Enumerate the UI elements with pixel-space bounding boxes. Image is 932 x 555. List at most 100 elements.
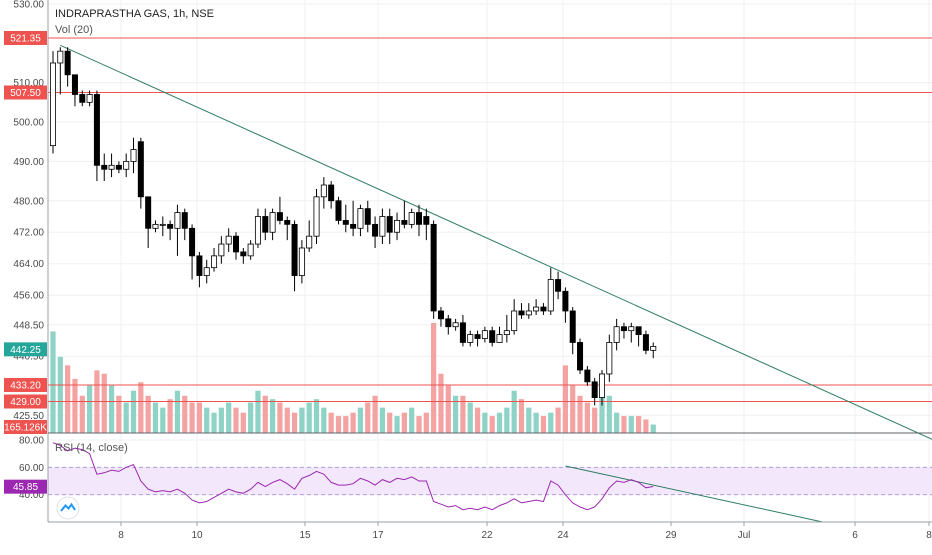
time-tick-label: 15 xyxy=(299,530,311,541)
candle-body xyxy=(650,345,657,351)
volume-bar xyxy=(636,416,642,433)
volume-bar xyxy=(130,390,137,433)
candle-body xyxy=(145,196,152,229)
volume-bar xyxy=(628,416,634,433)
candle-body xyxy=(284,220,291,225)
volume-bar xyxy=(116,395,122,433)
volume-legend: Vol (20) xyxy=(55,24,93,36)
badge-label: 442.25 xyxy=(10,345,41,356)
candle-body xyxy=(591,381,598,398)
candles xyxy=(50,47,657,406)
badge-label: 165.126K xyxy=(4,423,47,434)
chart-title: INDRAPRASTHA GAS, 1h, NSE xyxy=(55,8,214,20)
candle-body xyxy=(79,94,86,103)
badge-background xyxy=(4,30,47,45)
candle-body xyxy=(262,216,269,233)
candle-body xyxy=(71,74,78,95)
candle-body xyxy=(569,310,576,343)
rsi-tick-label: 40.00 xyxy=(19,490,44,501)
volume-bar xyxy=(372,395,378,433)
volume-bar xyxy=(145,395,151,433)
volume-bar xyxy=(335,416,342,433)
volume-bar xyxy=(460,395,466,433)
price-tick-label: 530.00 xyxy=(13,0,44,10)
volume-bar xyxy=(467,402,473,433)
candle-body xyxy=(430,223,437,312)
candle-body xyxy=(101,164,108,170)
volume-bar xyxy=(79,395,85,433)
volume-bar xyxy=(189,402,195,433)
volume-bar xyxy=(365,402,371,433)
level-badge-429.00: 429.00 xyxy=(4,394,47,409)
volume-bar xyxy=(548,412,554,433)
candle-body xyxy=(108,164,115,170)
volume-bar xyxy=(343,416,349,433)
badge-label: 507.50 xyxy=(10,88,41,99)
candle-body xyxy=(57,50,64,64)
volume-bar xyxy=(65,365,71,433)
rsi-band xyxy=(48,466,932,496)
candle-body xyxy=(606,342,613,375)
volume-bar xyxy=(152,402,159,433)
horizontal-levels xyxy=(48,37,932,403)
volume-bar xyxy=(291,412,298,433)
time-tick-label: 6 xyxy=(852,530,858,541)
candle-body xyxy=(408,212,415,225)
volume-bar xyxy=(218,407,224,433)
candle-body xyxy=(335,200,342,221)
volume-bar xyxy=(599,382,605,433)
candle-body xyxy=(635,326,642,335)
candle-body xyxy=(203,267,210,276)
volume-bar xyxy=(445,385,451,433)
badge-background xyxy=(4,377,47,392)
candle-body xyxy=(364,208,371,225)
last-price-badge: 442.25 xyxy=(4,342,47,357)
price-tick-label: 440.50 xyxy=(13,352,44,363)
volume-bar xyxy=(160,407,166,433)
candle-body xyxy=(628,326,635,332)
volume-bar xyxy=(57,356,63,433)
badge-label: 521.35 xyxy=(10,33,41,44)
candle-body xyxy=(584,369,591,383)
candle-body xyxy=(86,94,93,103)
candle-body xyxy=(401,220,408,225)
volume-bar xyxy=(431,323,437,433)
candle-body xyxy=(445,318,452,328)
candle-body xyxy=(64,50,71,76)
candle-body xyxy=(196,255,203,276)
candle-body xyxy=(211,255,218,269)
candle-body xyxy=(489,330,496,343)
volume-bar xyxy=(350,412,356,433)
rsi-line xyxy=(52,442,654,511)
candle-body xyxy=(342,220,349,225)
volume-bar xyxy=(555,407,561,433)
price-tick-label: 510.00 xyxy=(13,78,44,89)
candle-body xyxy=(613,326,620,343)
rsi-series-line xyxy=(52,442,654,511)
volume-bar xyxy=(50,331,56,433)
candle-body xyxy=(577,342,584,371)
candle-body xyxy=(123,160,130,170)
price-tick-label: 490.00 xyxy=(13,157,44,168)
trendlines xyxy=(60,44,932,523)
time-tick-label: 10 xyxy=(191,530,203,541)
candle-body xyxy=(357,208,364,229)
time-tick-label: 29 xyxy=(665,530,677,541)
volume-bar xyxy=(416,416,422,433)
volume-bar xyxy=(621,416,627,433)
volume-bar xyxy=(496,412,503,433)
volume-bar xyxy=(394,416,400,433)
candle-body xyxy=(298,247,305,276)
candle-body xyxy=(525,310,532,316)
volume-bar xyxy=(357,407,364,433)
volume-bar xyxy=(423,412,429,433)
volume-bar xyxy=(226,402,232,433)
time-tick-label: 24 xyxy=(557,530,569,541)
volume-bar xyxy=(409,407,415,433)
candle-body xyxy=(313,196,320,237)
level-badge-521.35: 521.35 xyxy=(4,30,47,45)
volume-bar xyxy=(387,412,393,433)
candle-body xyxy=(93,94,100,166)
